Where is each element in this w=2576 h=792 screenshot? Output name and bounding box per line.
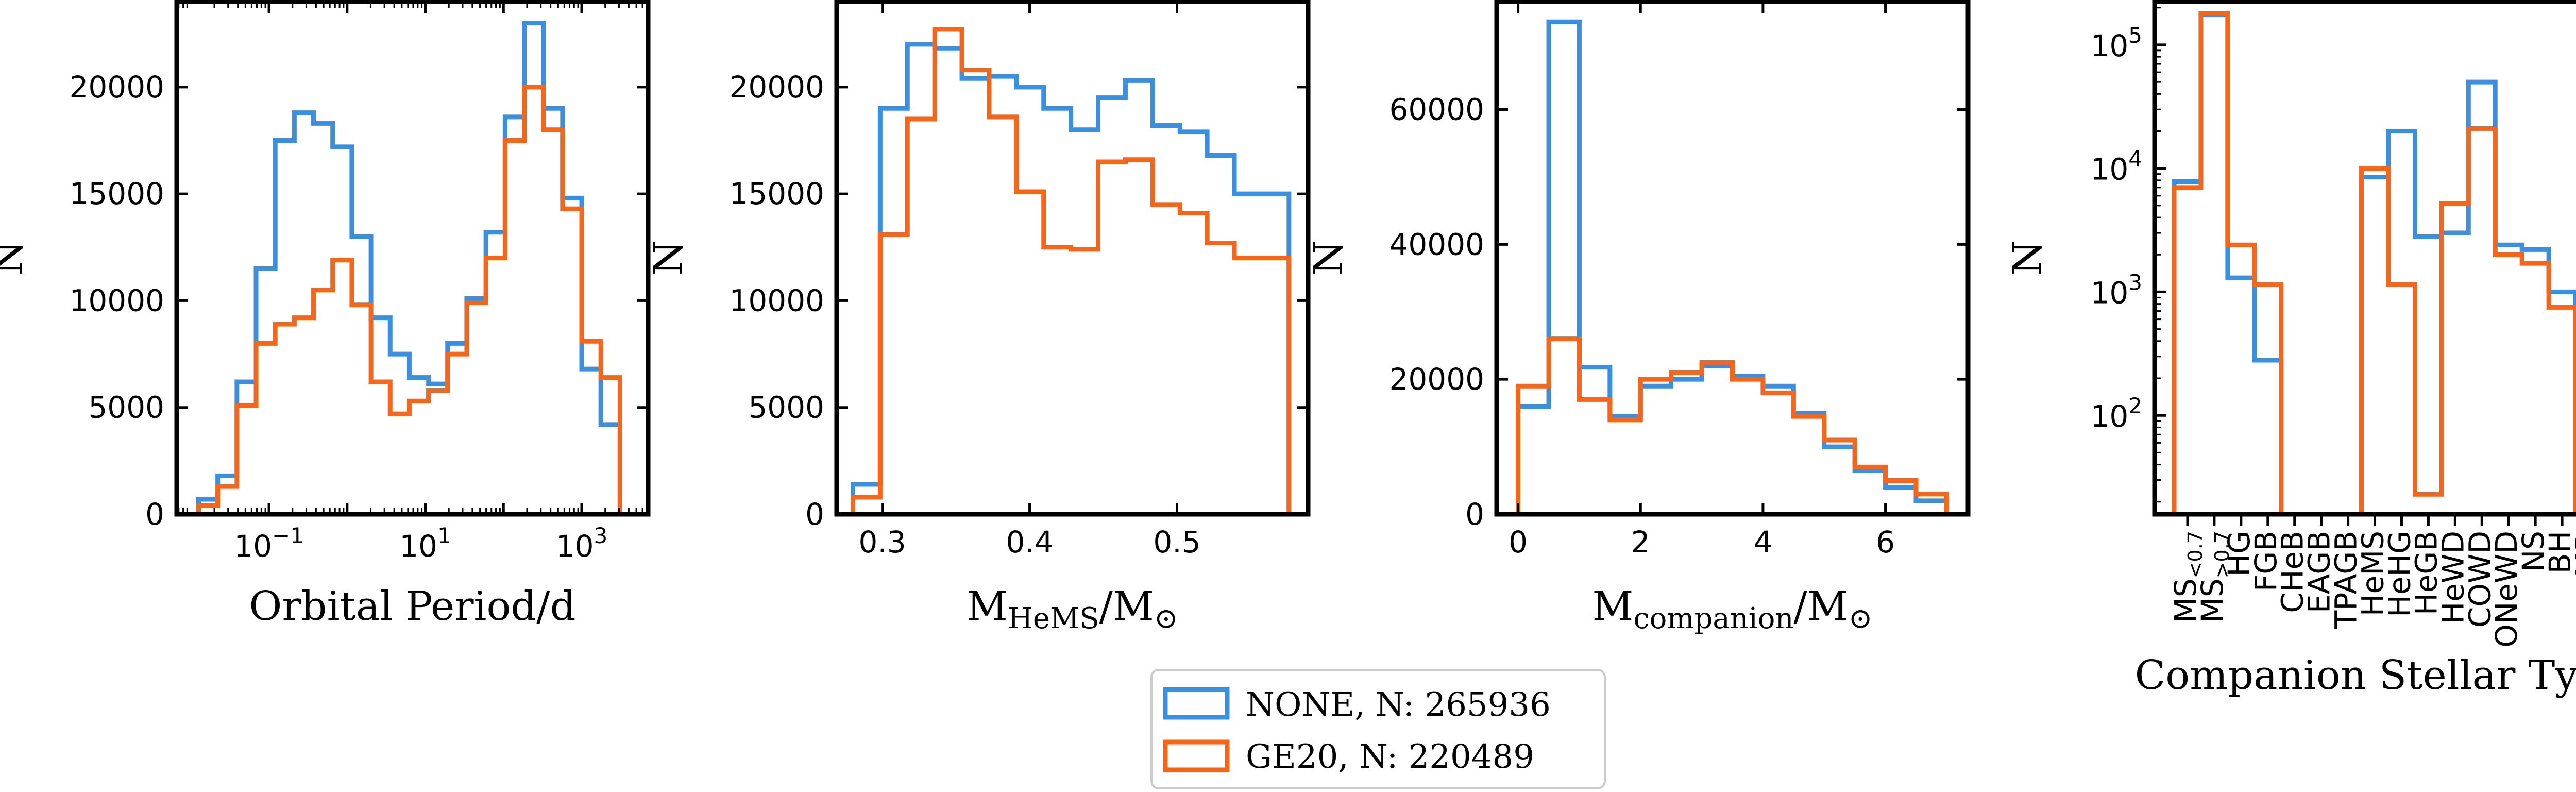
x-tick-label: 0.4 [1006, 525, 1053, 560]
x-tick-label: ONeWD [2489, 531, 2524, 648]
x-tick-label: FGB [2248, 531, 2283, 592]
y-tick-label: 10000 [729, 283, 824, 318]
y-axis-label: N [2005, 240, 2051, 275]
y-axis-label: N [1306, 240, 1352, 275]
y-tick-label: 0 [805, 497, 824, 532]
x-tick-label: 101 [399, 523, 451, 564]
legend-label-ge20: GE20, N: 220489 [1246, 738, 1534, 776]
x-tick-label: HeGB [2409, 531, 2444, 615]
y-tick-label: 15000 [69, 176, 164, 211]
legend: NONE, N: 265936 GE20, N: 220489 [1150, 669, 1606, 789]
y-tick-label: 20000 [69, 70, 164, 105]
panel-period-series-none [196, 20, 622, 514]
panel-types-series-none [2172, 12, 2576, 514]
x-tick-label: 103 [556, 523, 608, 564]
y-tick-label: 5000 [748, 390, 824, 425]
panel-hems-frame [834, 0, 1311, 517]
x-tick-label: CHeB [2275, 531, 2310, 613]
x-tick-label: 0.3 [859, 525, 906, 560]
panel-period-series-ge20 [196, 85, 622, 514]
x-axis-label: Mcompanion/M⊙ [1592, 583, 1872, 635]
y-tick-label: 104 [2090, 146, 2142, 187]
panel-companion-mass: 0 20000 40000 60000 0 2 4 6 N Mcompanion/M⊙ [1306, 0, 1971, 635]
y-axis-label: N [0, 240, 32, 275]
x-tick-label: 0 [1509, 525, 1528, 560]
y-tick-label: 60000 [1389, 92, 1484, 127]
y-tick-label: 0 [1465, 497, 1484, 532]
y-tick-label: 5000 [88, 390, 164, 425]
y-tick-label: 15000 [729, 176, 824, 211]
y-tick-label: 20000 [1389, 362, 1484, 397]
legend-box [1150, 669, 1606, 789]
x-tick-label: HeMS [2355, 531, 2391, 616]
x-tick-label: HG [2222, 531, 2257, 577]
x-tick-label: BH [2543, 531, 2576, 574]
panel-hems-series-ge20 [850, 27, 1292, 514]
x-tick-label: MS<0.7 [2168, 531, 2207, 623]
x-tick-label: NS [2516, 531, 2551, 572]
x-tick-label: HeHG [2382, 531, 2417, 617]
y-tick-label: 10000 [69, 283, 164, 318]
panel-hems-series-none [850, 42, 1292, 514]
x-axis-label: Orbital Period/d [249, 583, 575, 630]
panel-period-frame [174, 0, 651, 517]
y-tick-label: 102 [2090, 393, 2142, 434]
panel-types-series-ge20 [2172, 11, 2576, 514]
panel-hems-mass: 0 5000 10000 15000 20000 0.3 0.4 0.5 N MHeMS/M⊙ [646, 0, 1311, 635]
panel-companion-frame [1494, 0, 1971, 517]
x-tick-label: EAGB [2302, 531, 2337, 613]
panel-types-frame [2152, 0, 2576, 517]
legend-label-none: NONE, N: 265936 [1246, 686, 1551, 724]
legend-swatch-none [1163, 687, 1230, 720]
x-tick-label: 4 [1753, 525, 1772, 560]
x-tick-label: 6 [1876, 525, 1895, 560]
x-tick-label: 10−1 [234, 523, 304, 564]
x-tick-label: 0.5 [1153, 525, 1200, 560]
y-tick-label: 105 [2090, 23, 2142, 63]
x-tick-label: 2 [1631, 525, 1650, 560]
y-tick-label: 103 [2090, 269, 2142, 310]
x-tick-label: MR [2569, 531, 2576, 577]
y-tick-label: 40000 [1389, 227, 1484, 262]
y-tick-label: 20000 [729, 70, 824, 105]
y-tick-label: 0 [145, 497, 164, 532]
x-tick-label: COWD [2462, 531, 2497, 628]
panel-companion-series-none [1516, 19, 1949, 514]
x-axis-label: MHeMS/M⊙ [967, 583, 1178, 635]
y-axis-label: N [646, 240, 692, 275]
x-tick-label: HeWD [2435, 531, 2470, 624]
legend-swatch-ge20 [1163, 739, 1230, 772]
panel-companion-series-ge20 [1516, 336, 1949, 514]
x-tick-label: MS>0.7 [2195, 531, 2233, 623]
panel-companion-type: 102 103 104 105 MS<0.7MS>0.7HGFGBCHeBEAGBTPA… [2005, 0, 2576, 699]
panel-orbital-period: 0 5000 10000 15000 20000 10−1 101 103 N Orbital P… [0, 0, 651, 630]
x-axis-label: Companion Stellar Type [2135, 652, 2576, 699]
x-tick-label: TPAGB [2329, 531, 2364, 629]
